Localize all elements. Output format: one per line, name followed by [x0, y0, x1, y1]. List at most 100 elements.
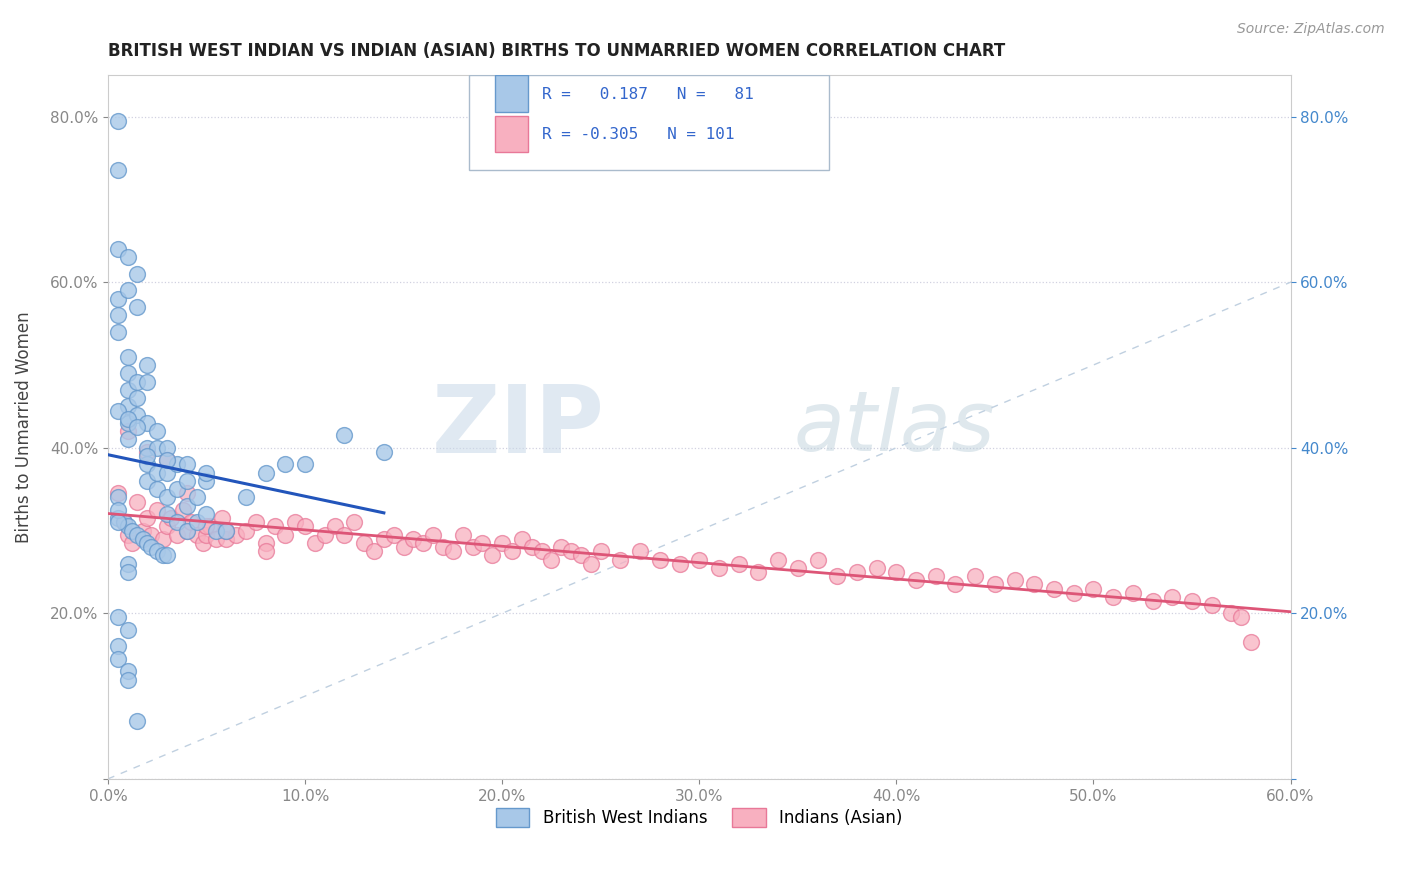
- Point: [117, 411, 139, 425]
- Point: [127, 494, 149, 508]
- Point: [747, 565, 769, 579]
- Point: [146, 503, 169, 517]
- Point: [264, 519, 287, 533]
- Point: [471, 536, 494, 550]
- Point: [501, 544, 523, 558]
- Point: [579, 557, 602, 571]
- Point: [200, 519, 222, 533]
- Point: [107, 242, 129, 256]
- Point: [107, 113, 129, 128]
- Point: [392, 540, 415, 554]
- Point: [127, 267, 149, 281]
- Point: [132, 524, 155, 538]
- Text: R = -0.305   N = 101: R = -0.305 N = 101: [541, 127, 734, 142]
- Point: [215, 524, 238, 538]
- Point: [136, 445, 159, 459]
- Point: [1043, 582, 1066, 596]
- Point: [1220, 607, 1243, 621]
- Point: [1063, 585, 1085, 599]
- Point: [412, 536, 434, 550]
- Point: [107, 511, 129, 525]
- Point: [107, 503, 129, 517]
- Point: [363, 544, 385, 558]
- Point: [156, 453, 179, 467]
- Point: [107, 292, 129, 306]
- Point: [107, 516, 129, 530]
- Point: [166, 527, 188, 541]
- Point: [156, 453, 179, 467]
- Text: R =   0.187   N =   81: R = 0.187 N = 81: [541, 87, 754, 102]
- Point: [1122, 585, 1144, 599]
- Point: [254, 466, 277, 480]
- Point: [176, 524, 198, 538]
- Point: [1240, 635, 1263, 649]
- Point: [786, 561, 808, 575]
- Point: [117, 557, 139, 571]
- Point: [806, 552, 828, 566]
- Point: [461, 540, 484, 554]
- Point: [432, 540, 454, 554]
- Point: [152, 549, 174, 563]
- Point: [146, 441, 169, 455]
- Point: [965, 569, 987, 583]
- Point: [127, 408, 149, 422]
- Point: [648, 552, 671, 566]
- Point: [245, 516, 267, 530]
- Point: [176, 499, 198, 513]
- Point: [136, 511, 159, 525]
- Point: [333, 428, 356, 442]
- Point: [156, 549, 179, 563]
- Point: [294, 519, 316, 533]
- Text: ZIP: ZIP: [432, 381, 605, 473]
- Y-axis label: Births to Unmarried Women: Births to Unmarried Women: [15, 311, 32, 543]
- Point: [160, 511, 183, 525]
- Point: [451, 527, 474, 541]
- FancyBboxPatch shape: [468, 75, 830, 170]
- Text: BRITISH WEST INDIAN VS INDIAN (ASIAN) BIRTHS TO UNMARRIED WOMEN CORRELATION CHAR: BRITISH WEST INDIAN VS INDIAN (ASIAN) BI…: [108, 42, 1005, 60]
- Point: [146, 482, 169, 496]
- Point: [121, 524, 143, 538]
- Point: [225, 527, 247, 541]
- FancyBboxPatch shape: [495, 75, 527, 112]
- Point: [166, 482, 188, 496]
- Point: [373, 532, 395, 546]
- Point: [117, 665, 139, 679]
- Point: [1161, 590, 1184, 604]
- Point: [195, 519, 218, 533]
- Point: [215, 532, 238, 546]
- Point: [136, 458, 159, 472]
- Point: [117, 527, 139, 541]
- Point: [107, 640, 129, 654]
- Point: [235, 491, 257, 505]
- Point: [284, 516, 307, 530]
- Point: [373, 445, 395, 459]
- Point: [117, 400, 139, 414]
- Point: [107, 325, 129, 339]
- Point: [166, 458, 188, 472]
- Point: [274, 458, 297, 472]
- Point: [481, 549, 503, 563]
- Point: [211, 511, 233, 525]
- Point: [727, 557, 749, 571]
- Point: [141, 540, 163, 554]
- Point: [127, 391, 149, 405]
- Point: [117, 623, 139, 637]
- Point: [117, 424, 139, 438]
- Point: [136, 416, 159, 430]
- Point: [925, 569, 948, 583]
- Point: [117, 284, 139, 298]
- Point: [1181, 594, 1204, 608]
- Point: [136, 375, 159, 389]
- Point: [314, 527, 336, 541]
- Point: [176, 458, 198, 472]
- Point: [510, 532, 533, 546]
- Point: [107, 308, 129, 322]
- Point: [186, 491, 208, 505]
- Point: [117, 366, 139, 380]
- Point: [107, 403, 129, 417]
- Point: [156, 491, 179, 505]
- Point: [382, 527, 405, 541]
- Point: [343, 516, 366, 530]
- Point: [668, 557, 690, 571]
- Text: Source: ZipAtlas.com: Source: ZipAtlas.com: [1237, 22, 1385, 37]
